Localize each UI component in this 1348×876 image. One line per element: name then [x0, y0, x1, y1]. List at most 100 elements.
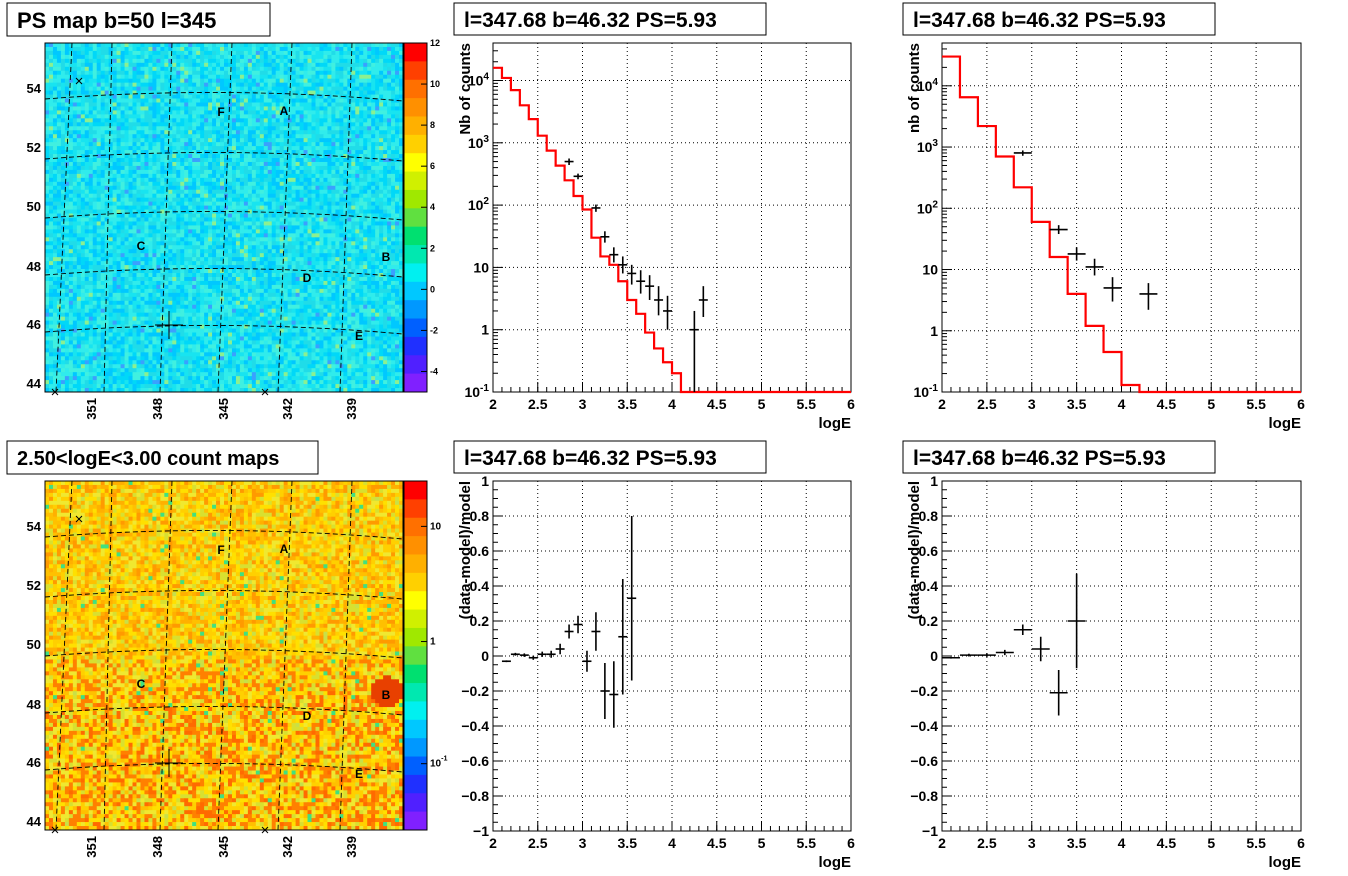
heatmap-cell	[84, 193, 90, 199]
heatmap-cell	[140, 245, 145, 250]
heatmap-cell	[251, 142, 257, 147]
heatmap-cell	[231, 161, 237, 167]
heatmap-cell	[132, 130, 137, 135]
heatmap-cell	[188, 43, 193, 48]
heatmap-cell	[156, 122, 161, 127]
heatmap-cell	[303, 50, 308, 56]
heatmap-cell	[315, 50, 320, 56]
heatmap-cell	[72, 150, 78, 155]
heatmap-cell	[255, 70, 261, 76]
heatmap-cell	[347, 233, 352, 238]
heatmap-cell	[216, 189, 221, 195]
heatmap-cell	[363, 90, 368, 95]
heatmap-cell	[140, 249, 145, 254]
heatmap-cell	[152, 110, 157, 115]
heatmap-cell	[375, 54, 380, 60]
heatmap-cell	[311, 138, 316, 143]
heatmap-cell	[391, 114, 396, 119]
heatmap-cell	[124, 62, 129, 68]
heatmap-cell	[212, 237, 217, 242]
heatmap-cell	[76, 225, 82, 230]
heatmap-cell	[255, 90, 261, 95]
heatmap-cell	[68, 233, 74, 238]
heatmap-cell	[45, 249, 50, 254]
heatmap-cell	[104, 146, 110, 151]
heatmap-cell	[88, 217, 94, 222]
heatmap-cell	[104, 134, 110, 139]
heatmap-cell	[112, 193, 117, 199]
heatmap-cell	[311, 122, 316, 127]
heatmap-cell	[60, 257, 66, 262]
heatmap-pixels	[45, 43, 404, 393]
heatmap-cell	[399, 150, 404, 155]
heatmap-cell	[347, 225, 352, 230]
heatmap-cell	[251, 54, 257, 60]
heatmap-cell	[184, 241, 189, 246]
heatmap-cell	[251, 237, 257, 242]
heatmap-cell	[359, 197, 364, 203]
heatmap-cell	[395, 138, 400, 143]
heatmap-cell	[172, 225, 177, 230]
heatmap-cell	[52, 257, 58, 262]
heatmap-cell	[291, 106, 296, 111]
heatmap-cell	[243, 94, 249, 99]
heatmap-cell	[251, 118, 257, 123]
heatmap-cell	[144, 233, 149, 238]
heatmap-cell	[231, 126, 237, 131]
heatmap-cell	[124, 142, 129, 147]
heatmap-cell	[259, 185, 265, 191]
heatmap-cell	[279, 90, 285, 95]
heatmap-cell	[184, 54, 189, 60]
heatmap-cell	[327, 249, 332, 254]
heatmap-cell	[255, 161, 261, 167]
heatmap-cell	[152, 134, 157, 139]
heatmap-cell	[168, 225, 173, 230]
heatmap-cell	[315, 201, 320, 207]
heatmap-cell	[45, 165, 50, 171]
heatmap-cell	[128, 173, 133, 179]
heatmap-cell	[275, 82, 281, 88]
heatmap-cell	[351, 142, 356, 147]
heatmap-cell	[323, 154, 328, 159]
heatmap-cell	[152, 221, 157, 226]
heatmap-cell	[339, 237, 344, 242]
heatmap-cell	[204, 82, 209, 88]
heatmap-cell	[124, 126, 129, 131]
heatmap-cell	[112, 257, 117, 262]
heatmap-cell	[204, 138, 209, 143]
heatmap-cell	[387, 138, 392, 143]
heatmap-cell	[291, 90, 296, 95]
heatmap-cell	[88, 181, 94, 187]
heatmap-cell	[327, 134, 332, 139]
heatmap-cell	[116, 43, 121, 48]
heatmap-cell	[220, 130, 225, 135]
heatmap-cell	[387, 66, 392, 72]
heatmap-cell	[220, 106, 225, 111]
heatmap-cell	[64, 106, 70, 111]
heatmap-cell	[275, 197, 281, 203]
heatmap-cell	[279, 43, 285, 48]
heatmap-cell	[176, 241, 181, 246]
heatmap-cell	[375, 90, 380, 95]
heatmap-cell	[359, 110, 364, 115]
heatmap-cell	[291, 169, 296, 175]
heatmap-cell	[128, 241, 133, 246]
heatmap-cell	[331, 134, 336, 139]
heatmap-cell	[335, 138, 340, 143]
heatmap-cell	[112, 130, 117, 135]
heatmap-cell	[315, 146, 320, 151]
heatmap-cell	[375, 241, 380, 246]
heatmap-cell	[375, 110, 380, 115]
heatmap-cell	[104, 46, 110, 52]
heatmap-cell	[128, 249, 133, 254]
heatmap-cell	[315, 158, 320, 163]
heatmap-cell	[120, 189, 125, 195]
heatmap-cell	[132, 138, 137, 143]
heatmap-cell	[144, 257, 149, 262]
heatmap-cell	[204, 86, 209, 91]
heatmap-cell	[259, 150, 265, 155]
heatmap-cell	[96, 209, 102, 214]
heatmap-cell	[355, 122, 360, 127]
heatmap-cell	[200, 126, 205, 131]
heatmap-cell	[359, 58, 364, 64]
